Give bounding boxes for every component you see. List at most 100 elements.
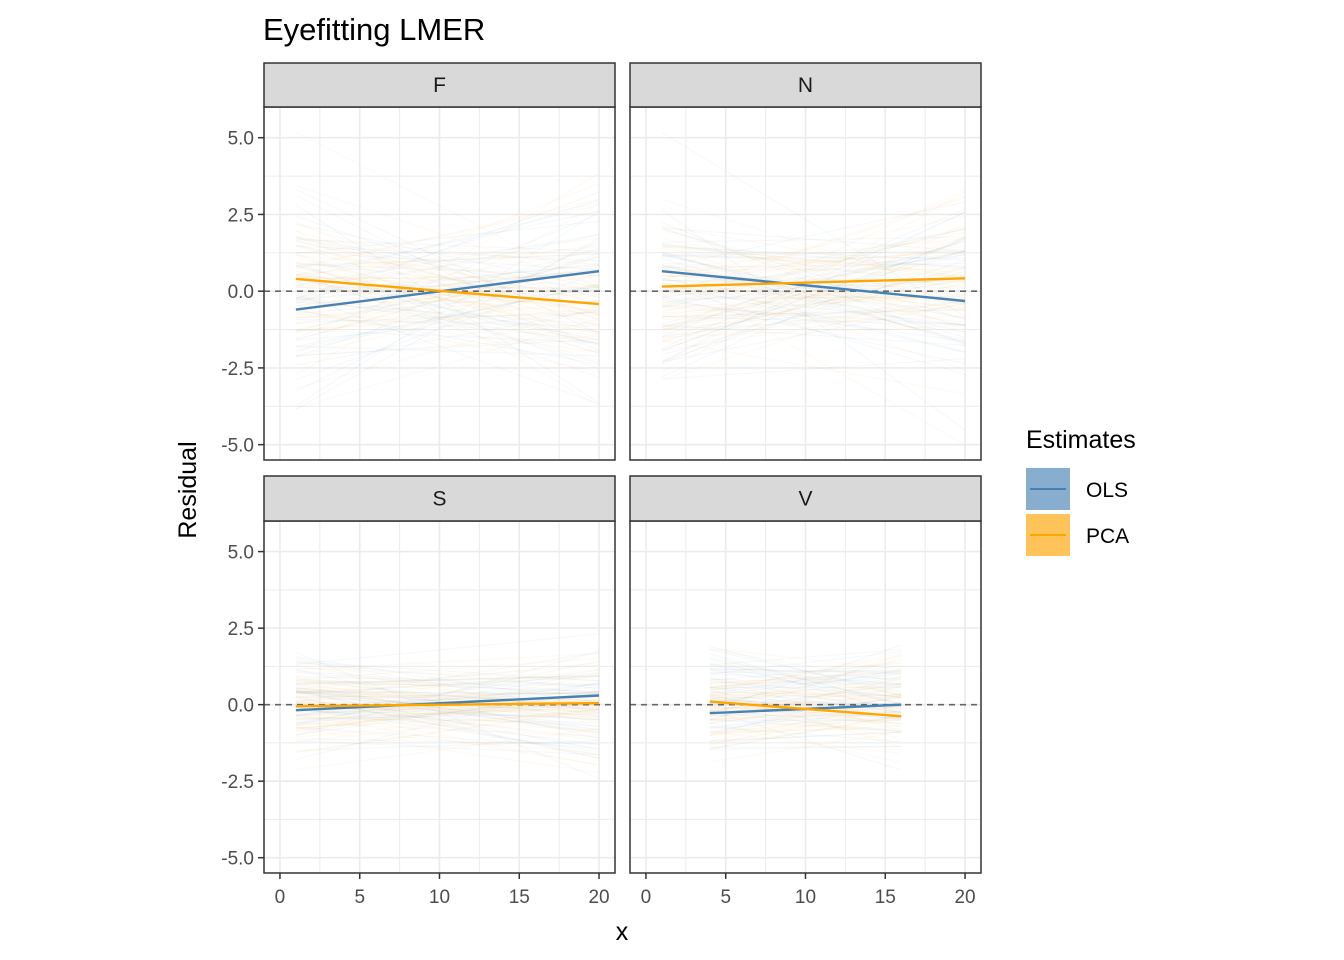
simulated-ols-line bbox=[661, 279, 966, 289]
simulated-pca-line bbox=[661, 307, 966, 326]
simulated-ols-line bbox=[709, 705, 902, 728]
simulated-ols-line bbox=[295, 194, 600, 351]
simulated-ols-line bbox=[295, 338, 600, 357]
facet-strip bbox=[263, 475, 616, 522]
simulated-pca-line bbox=[661, 278, 966, 308]
simulated-ols-line bbox=[295, 660, 600, 726]
simulated-ols-line bbox=[661, 131, 966, 317]
simulated-ols-line bbox=[295, 717, 600, 724]
simulated-ols-line bbox=[661, 208, 966, 338]
simulated-pca-line bbox=[295, 715, 600, 731]
facet-strip bbox=[629, 62, 982, 108]
simulated-pca-line bbox=[661, 296, 966, 299]
simulated-ols-line bbox=[661, 201, 966, 269]
simulated-pca-line bbox=[661, 188, 966, 335]
simulated-ols-line bbox=[295, 261, 600, 370]
simulated-pca-line bbox=[295, 727, 600, 774]
simulated-ols-line bbox=[295, 633, 600, 666]
simulated-ols-line bbox=[295, 692, 600, 732]
simulated-ols-line bbox=[661, 305, 966, 326]
simulated-ols-line bbox=[709, 705, 902, 720]
simulated-pca-line bbox=[709, 714, 902, 733]
simulated-pca-line bbox=[709, 681, 902, 686]
simulated-pca-line bbox=[295, 662, 600, 694]
simulated-pca-line bbox=[661, 215, 966, 280]
panel-grid bbox=[630, 107, 981, 460]
simulated-ols-line bbox=[709, 699, 902, 705]
simulated-pca-line bbox=[661, 250, 966, 331]
simulated-ols-line bbox=[709, 673, 902, 685]
simulated-pca-line bbox=[661, 225, 966, 279]
simulated-pca-line bbox=[661, 237, 966, 303]
simulated-ols-line bbox=[295, 289, 600, 319]
simulated-ols-line bbox=[295, 691, 600, 702]
simulated-ols-line bbox=[661, 300, 966, 330]
series-line-pca-v bbox=[709, 700, 902, 718]
simulated-pca-line bbox=[295, 221, 600, 353]
simulated-pca-line bbox=[661, 250, 966, 340]
x-tick-label: 0 bbox=[641, 887, 652, 908]
simulated-pca-line bbox=[295, 274, 600, 317]
simulated-ols-line bbox=[661, 302, 966, 363]
simulated-pca-line bbox=[661, 278, 966, 335]
simulated-ols-line bbox=[295, 682, 600, 717]
simulated-ols-line bbox=[661, 209, 966, 431]
legend-key-pca: PCA bbox=[1026, 514, 1129, 556]
y-axis: -5.0 -2.5 0.0 2.5 5.0 -5.0 -2.5 0.0 2.5 5.0 bbox=[221, 129, 264, 870]
simulated-pca-line bbox=[295, 309, 600, 373]
simulated-pca-line bbox=[709, 697, 902, 725]
simulated-pca-line bbox=[295, 237, 600, 266]
simulated-ols-line bbox=[295, 234, 600, 297]
simulated-pca-line bbox=[661, 308, 966, 321]
simulated-ols-line bbox=[295, 210, 600, 407]
x-tick-label: 15 bbox=[509, 887, 530, 908]
facet-strip-label: V bbox=[798, 488, 812, 511]
simulated-ols-line bbox=[295, 675, 600, 686]
simulated-pca-line bbox=[295, 708, 600, 754]
simulated-ols-line bbox=[661, 236, 966, 365]
simulated-pca-line bbox=[295, 657, 600, 681]
simulated-pca-line bbox=[709, 652, 902, 694]
simulated-ols-line bbox=[295, 691, 600, 702]
simulated-ols-line bbox=[661, 258, 966, 343]
simulated-pca-line bbox=[661, 197, 966, 299]
simulated-ols-line bbox=[295, 710, 600, 718]
simulated-pca-line bbox=[709, 731, 902, 763]
simulated-pca-line bbox=[661, 245, 966, 274]
simulated-lines bbox=[295, 131, 600, 410]
simulated-ols-line bbox=[295, 301, 600, 326]
facet-strip-label: S bbox=[432, 488, 446, 511]
simulated-pca-line bbox=[661, 295, 966, 308]
simulated-ols-line bbox=[295, 670, 600, 694]
simulated-pca-line bbox=[661, 283, 966, 329]
simulated-pca-line bbox=[709, 718, 902, 746]
simulated-ols-line bbox=[295, 297, 600, 344]
simulated-ols-line bbox=[661, 238, 966, 352]
simulated-pca-line bbox=[295, 708, 600, 743]
series-line-pca-s bbox=[295, 701, 600, 708]
y-tick-label: 5.0 bbox=[228, 543, 254, 564]
simulated-ols-line bbox=[661, 259, 966, 362]
simulated-ols-line bbox=[295, 686, 600, 731]
legend-label: PCA bbox=[1086, 525, 1129, 548]
simulated-ols-line bbox=[295, 680, 600, 693]
simulated-ols-line bbox=[661, 279, 966, 327]
chart-title: Eyefitting LMER bbox=[263, 12, 485, 47]
simulated-ols-line bbox=[661, 246, 966, 261]
simulated-ols-line bbox=[709, 726, 902, 743]
simulated-ols-line bbox=[661, 262, 966, 269]
simulated-ols-line bbox=[295, 671, 600, 698]
simulated-pca-line bbox=[661, 191, 966, 364]
simulated-ols-line bbox=[295, 703, 600, 724]
facet-panel-n: N bbox=[629, 62, 982, 461]
simulated-ols-line bbox=[295, 256, 600, 341]
simulated-ols-line bbox=[709, 684, 902, 713]
simulated-pca-line bbox=[661, 315, 966, 330]
simulated-ols-line bbox=[709, 648, 902, 666]
simulated-lines bbox=[661, 131, 966, 446]
simulated-pca-line bbox=[295, 252, 600, 268]
simulated-pca-line bbox=[295, 317, 600, 410]
simulated-ols-line bbox=[295, 650, 600, 736]
simulated-pca-line bbox=[709, 706, 902, 721]
simulated-pca-line bbox=[661, 303, 966, 351]
